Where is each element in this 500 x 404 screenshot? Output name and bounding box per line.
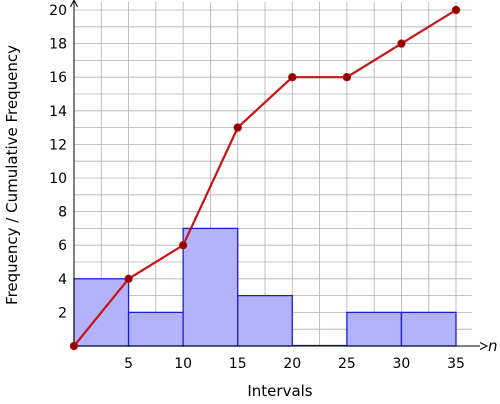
x-tick-label: 35 [447,356,465,372]
x-tick-label: 15 [229,356,247,372]
x-axis-arrow [479,342,489,350]
x-tick-label: 25 [338,356,356,372]
x-axis-symbol: n [488,337,498,355]
cumulative-point [342,72,352,82]
cumulative-line-path [73,9,457,347]
histogram-bars [73,227,457,347]
y-tick-label: 10 [49,171,67,187]
x-tick-label: 20 [283,356,301,372]
cumulative-point [288,72,297,82]
tick-labels: 5 10 15 20 25 30 35 2 4 6 8 10 12 14 16 18 20 [49,3,465,372]
grid [73,2,472,346]
y-tick-label: 8 [58,205,67,221]
histogram-bar [237,294,293,347]
y-tick-label: 16 [49,70,67,86]
x-tick-label: 30 [393,356,411,372]
y-tick-label: 14 [49,104,67,120]
y-tick-label: 18 [49,37,67,53]
cumulative-point [178,240,188,250]
histogram-bar [127,311,184,347]
y-tick-label: 6 [58,238,67,254]
cumulative-point [124,274,133,283]
cumulative-line [73,9,457,347]
histogram-bar [182,227,239,347]
x-tick-label: 10 [174,356,192,372]
cumulative-point [397,39,406,48]
cumulative-point [451,5,461,15]
x-axis-title: Intervals [247,382,312,400]
y-axis-title: Frequency / Cumulative Frequency [3,45,21,305]
x-tick-label: 5 [124,356,133,372]
cumulative-point [233,123,242,132]
cumulative-point [69,341,79,351]
y-tick-label: 12 [49,137,67,153]
histogram-bar [400,311,457,347]
y-tick-label: 2 [58,305,67,321]
y-tick-label: 4 [58,272,67,288]
histogram-bar [346,311,403,347]
y-tick-label: 20 [49,3,67,19]
axes [70,0,489,350]
cumulative-markers [69,5,461,351]
y-axis-arrow [70,0,78,8]
